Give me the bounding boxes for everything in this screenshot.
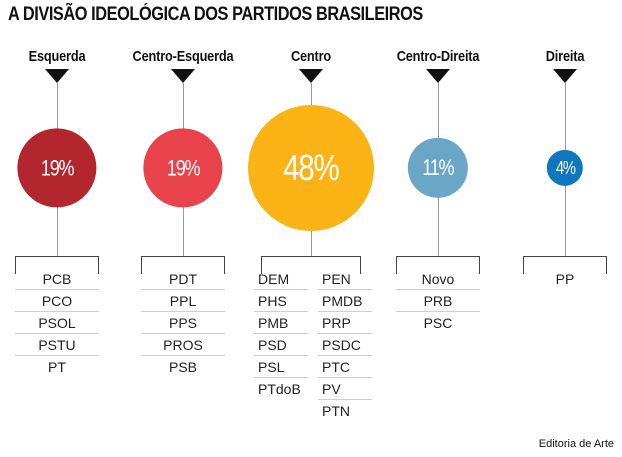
party-item: PPL: [141, 290, 225, 312]
bracket-centro-esquerda: [141, 256, 225, 274]
category-label-esquerda: Esquerda: [28, 49, 86, 65]
bubble-value-esquerda: 19%: [40, 154, 75, 180]
bubble-centro: 48%: [248, 105, 374, 231]
party-list-direita: PP: [523, 268, 607, 290]
party-item: PSC: [423, 315, 453, 331]
party-item: PCO: [15, 290, 99, 312]
party-item: PP: [555, 271, 575, 287]
down-arrow-icon: [171, 69, 195, 83]
bubble-centro-direita: 11%: [407, 137, 469, 199]
party-item: PRP: [318, 312, 372, 334]
party-item: PSDC: [318, 334, 372, 356]
party-list-centro: PEN PMDB PRP PSDC PTC PV PTN: [318, 268, 372, 422]
party-item: PSTU: [15, 334, 99, 356]
bracket-esquerda: [15, 256, 99, 274]
category-label-direita: Direita: [545, 49, 585, 65]
bubble-value-centro: 48%: [283, 147, 340, 188]
bubble-value-centro-direita: 11%: [422, 155, 454, 180]
party-item: PSL: [254, 356, 308, 378]
party-item: PROS: [141, 334, 225, 356]
down-arrow-icon: [553, 69, 577, 83]
party-item: PV: [318, 378, 372, 400]
party-item: PMB: [254, 312, 308, 334]
party-item: PHS: [254, 290, 308, 312]
category-label-centro: Centro: [290, 49, 332, 65]
party-item: PRB: [396, 290, 480, 312]
party-item: PTdoB: [258, 381, 301, 397]
party-item: PTN: [322, 403, 350, 419]
party-item: PMDB: [318, 290, 372, 312]
party-list-centro-direita: Novo PRB PSC: [396, 268, 480, 334]
bubble-value-direita: 4%: [555, 157, 576, 178]
party-item: PSB: [168, 359, 197, 375]
bubble-centro-esquerda: 19%: [143, 128, 223, 208]
bracket-centro: [261, 256, 361, 274]
party-item: PCB: [15, 268, 99, 290]
party-list-esquerda: PCB PCO PSOL PSTU PT: [15, 268, 99, 378]
category-label-centro-direita: Centro-Direita: [396, 49, 480, 65]
party-item: PSOL: [15, 312, 99, 334]
down-arrow-icon: [299, 69, 323, 83]
party-item: PTC: [318, 356, 372, 378]
party-item: PDT: [141, 268, 225, 290]
bracket-centro-direita: [396, 256, 480, 274]
bubble-esquerda: 19%: [17, 128, 97, 208]
party-list-centro-esquerda: PDT PPL PPS PROS PSB: [141, 268, 225, 378]
bracket-direita: [523, 256, 607, 274]
party-item: DEM: [254, 268, 308, 290]
credit-text: Editoria de Arte: [538, 438, 614, 450]
party-list-centro: DEM PHS PMB PSD PSL PTdoB: [254, 268, 308, 400]
party-item: PSD: [254, 334, 308, 356]
bubble-value-centro-esquerda: 19%: [166, 154, 201, 180]
bubble-direita: 4%: [546, 149, 584, 187]
party-item: PT: [48, 359, 66, 375]
party-item: PEN: [318, 268, 372, 290]
down-arrow-icon: [426, 69, 450, 83]
chart-title: A DIVISÃO IDEOLÓGICA DOS PARTIDOS BRASIL…: [8, 4, 423, 25]
party-item: PPS: [141, 312, 225, 334]
party-item: Novo: [396, 268, 480, 290]
category-label-centro-esquerda: Centro-Esquerda: [132, 49, 234, 65]
down-arrow-icon: [45, 69, 69, 83]
